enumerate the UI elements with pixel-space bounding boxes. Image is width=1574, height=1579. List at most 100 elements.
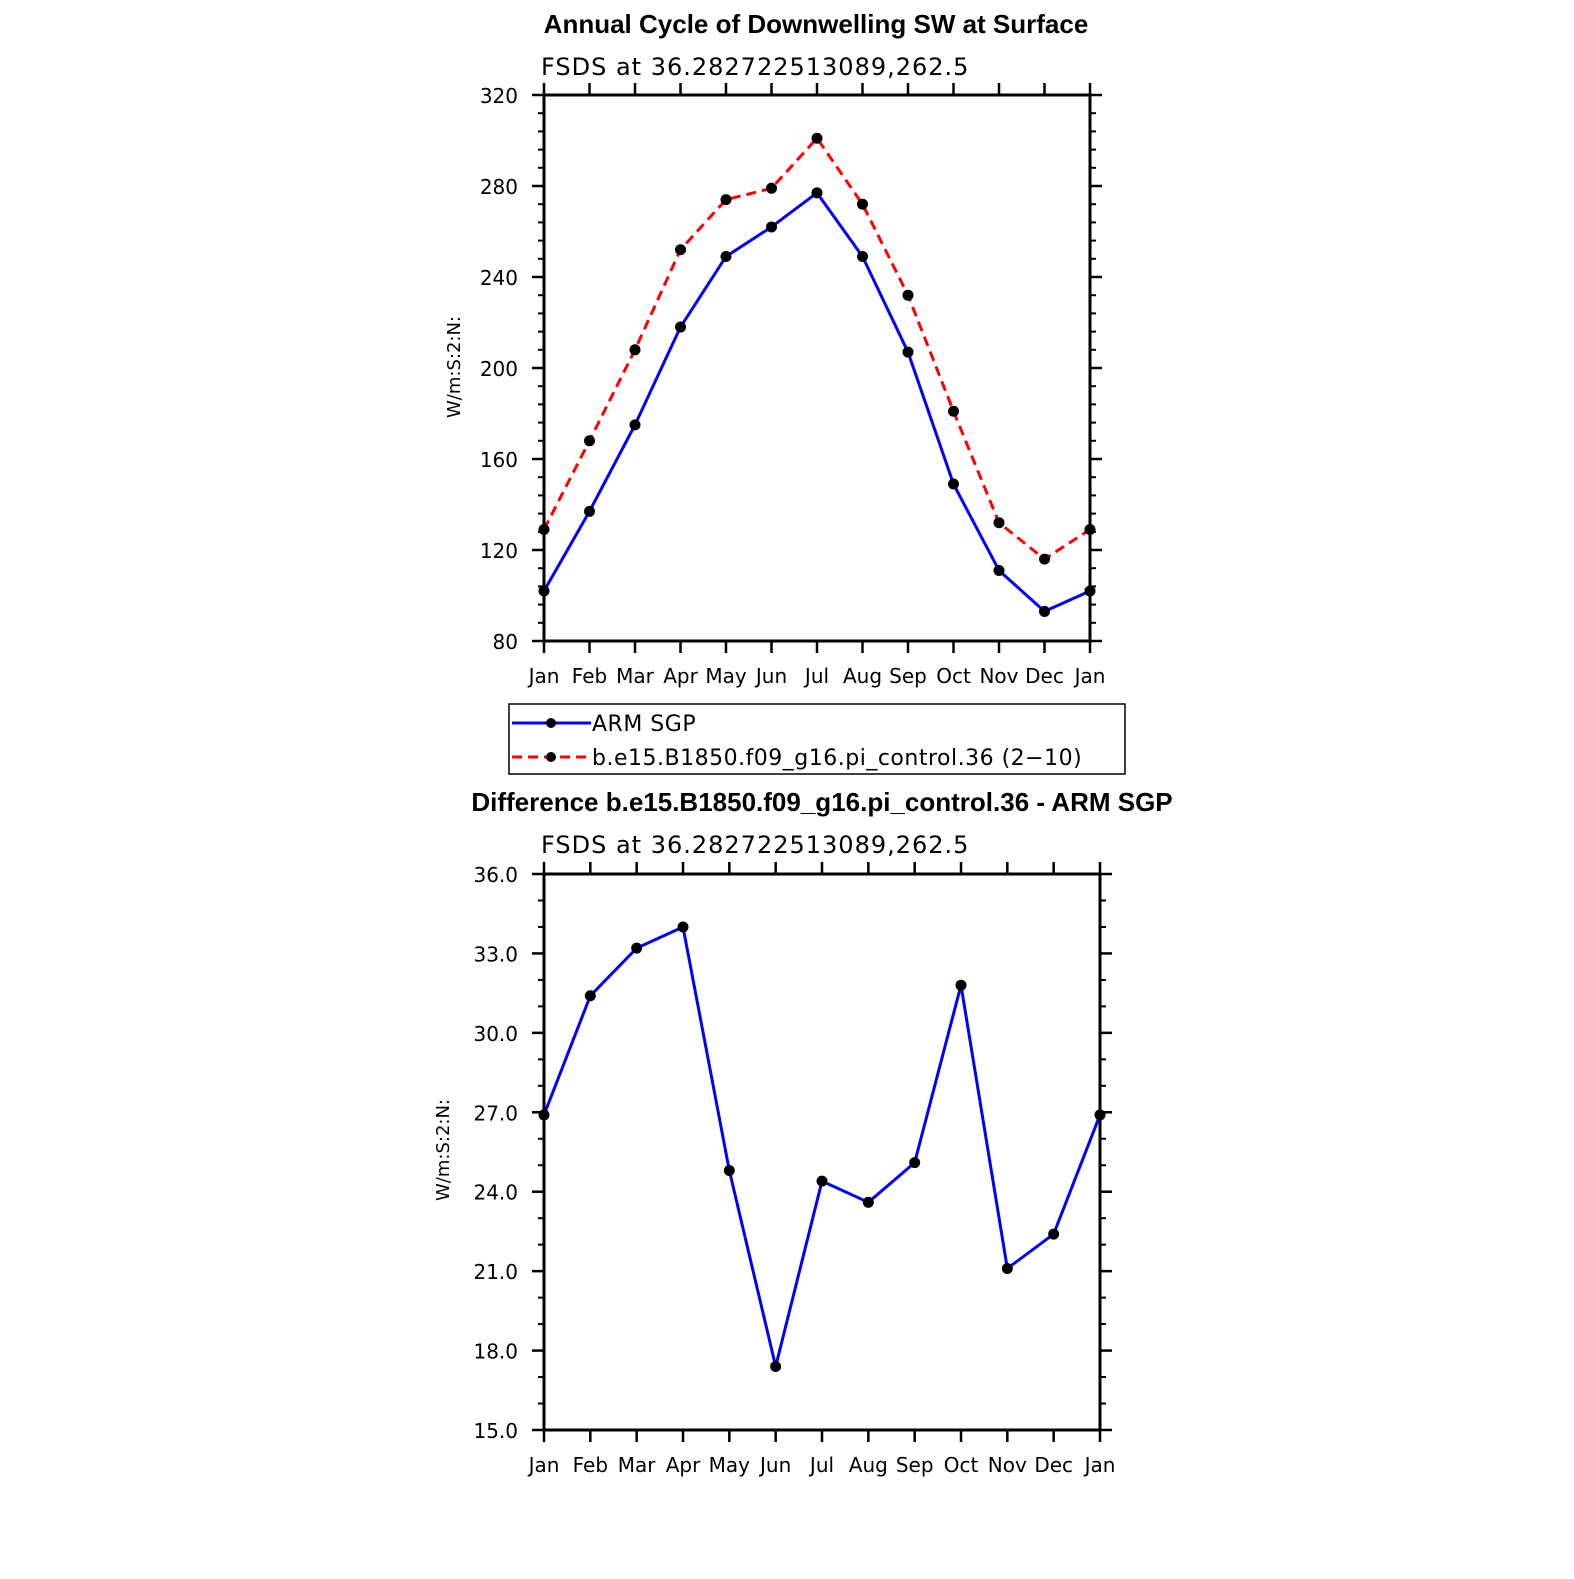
data-point: [584, 505, 595, 517]
x-tick-label: Jan: [1073, 664, 1106, 688]
x-tick-label: Nov: [979, 664, 1018, 688]
data-point: [677, 921, 689, 933]
annual-cycle-panel: Annual Cycle of Downwelling SW at Surfac…: [444, 9, 1105, 688]
series-line-1: [542, 136, 1091, 561]
axis-ticks: Jan Feb Mar Apr May Jun Jul Aug Sep Oct Nov Dec Jan 1…: [473, 862, 1115, 1477]
difference-panel: Difference b.e15.B1850.f09_g16.pi_contro…: [433, 787, 1173, 1477]
data-point: [720, 194, 732, 206]
data-point: [766, 221, 777, 233]
y-tick-label: 27.0: [473, 1101, 518, 1125]
axis-ticks: Jan Feb Mar Apr May Jun Jul Aug Sep Oct Nov Dec Jan 8…: [480, 83, 1106, 688]
y-tick-label: 33.0: [473, 942, 518, 966]
y-tick-label: 15.0: [473, 1419, 518, 1443]
y-tick-label: 120: [480, 539, 518, 563]
x-tick-label: Feb: [572, 664, 607, 688]
x-tick-label: Jan: [1083, 1453, 1116, 1477]
y-tick-label: 80: [493, 630, 518, 654]
x-tick-label: Jun: [754, 664, 787, 688]
y-axis-label: W/m:S:2:N:: [444, 316, 465, 418]
data-point: [538, 585, 550, 597]
x-tick-label: Apr: [663, 664, 698, 688]
x-tick-label: Oct: [936, 664, 971, 688]
data-point: [857, 251, 868, 263]
y-tick-label: 24.0: [473, 1181, 518, 1205]
y-axis-label: W/m:S:2:N:: [433, 1099, 454, 1201]
y-tick-label: 18.0: [473, 1340, 518, 1364]
legend-label-arm-sgp: ARM SGP: [592, 712, 696, 737]
x-tick-label: Jun: [758, 1453, 791, 1477]
series-layer: [538, 921, 1106, 1372]
data-point: [1084, 585, 1096, 597]
x-tick-label: Oct: [944, 1453, 979, 1477]
chart-subtitle: FSDS at 36.282722513089,262.5: [541, 53, 969, 81]
data-point: [811, 132, 823, 144]
data-point: [857, 198, 868, 210]
data-point: [629, 344, 641, 356]
x-tick-label: Mar: [618, 1453, 657, 1477]
data-point: [811, 187, 823, 199]
data-point: [902, 346, 914, 358]
data-point: [584, 990, 596, 1002]
data-point: [631, 942, 643, 954]
y-tick-label: 240: [480, 266, 518, 290]
y-tick-label: 36.0: [473, 863, 518, 887]
x-tick-label: Dec: [1025, 664, 1064, 688]
data-point: [1039, 605, 1050, 617]
data-point: [584, 435, 595, 447]
data-point: [766, 182, 777, 194]
x-tick-label: Aug: [843, 664, 882, 688]
legend-label-model: b.e15.B1850.f09_g16.pi_control.36 (2−10): [592, 746, 1082, 771]
y-tick-label: 30.0: [473, 1022, 518, 1046]
data-point: [816, 1175, 828, 1187]
x-tick-label: Dec: [1034, 1453, 1073, 1477]
data-point: [675, 321, 686, 333]
x-tick-label: Apr: [666, 1453, 701, 1477]
x-tick-label: Sep: [889, 664, 927, 688]
data-point: [723, 1165, 735, 1177]
data-point: [538, 1109, 550, 1121]
data-point: [1001, 1262, 1013, 1274]
data-point: [909, 1157, 921, 1169]
series-layer: [538, 132, 1096, 617]
data-point: [1094, 1109, 1106, 1121]
x-tick-label: Feb: [573, 1453, 608, 1477]
y-tick-label: 21.0: [473, 1260, 518, 1284]
data-point: [1048, 1228, 1060, 1240]
x-tick-label: Nov: [988, 1453, 1027, 1477]
data-point: [538, 524, 550, 536]
x-tick-label: May: [705, 664, 747, 688]
legend-marker-arm-sgp: [546, 718, 556, 728]
series-line-0: [542, 925, 1102, 1368]
data-point: [948, 405, 959, 417]
x-tick-label: Jul: [803, 664, 829, 688]
chart-subtitle: FSDS at 36.282722513089,262.5: [541, 831, 969, 859]
series-line-0: [542, 191, 1091, 613]
x-tick-label: May: [709, 1453, 751, 1477]
data-point: [675, 244, 686, 256]
data-point: [629, 419, 641, 431]
data-point: [948, 478, 959, 490]
chart-title: Annual Cycle of Downwelling SW at Surfac…: [544, 9, 1089, 39]
y-tick-label: 200: [480, 357, 518, 381]
x-tick-label: Sep: [896, 1453, 934, 1477]
x-tick-label: Aug: [849, 1453, 888, 1477]
legend: ARM SGP b.e15.B1850.f09_g16.pi_control.3…: [508, 703, 1126, 775]
data-point: [720, 251, 732, 263]
data-point: [955, 979, 967, 991]
data-point: [862, 1196, 874, 1208]
x-tick-label: Jul: [808, 1453, 834, 1477]
y-tick-label: 160: [480, 448, 518, 472]
data-point: [770, 1360, 782, 1372]
x-tick-label: Mar: [616, 664, 655, 688]
data-point: [1084, 524, 1096, 536]
data-point: [993, 517, 1005, 529]
y-tick-label: 280: [480, 175, 518, 199]
data-point: [993, 564, 1005, 576]
data-point: [1039, 553, 1050, 565]
legend-box: [508, 703, 1126, 775]
chart-title: Difference b.e15.B1850.f09_g16.pi_contro…: [471, 787, 1172, 817]
y-tick-label: 320: [480, 84, 518, 108]
data-point: [902, 289, 914, 301]
x-tick-label: Jan: [527, 664, 560, 688]
